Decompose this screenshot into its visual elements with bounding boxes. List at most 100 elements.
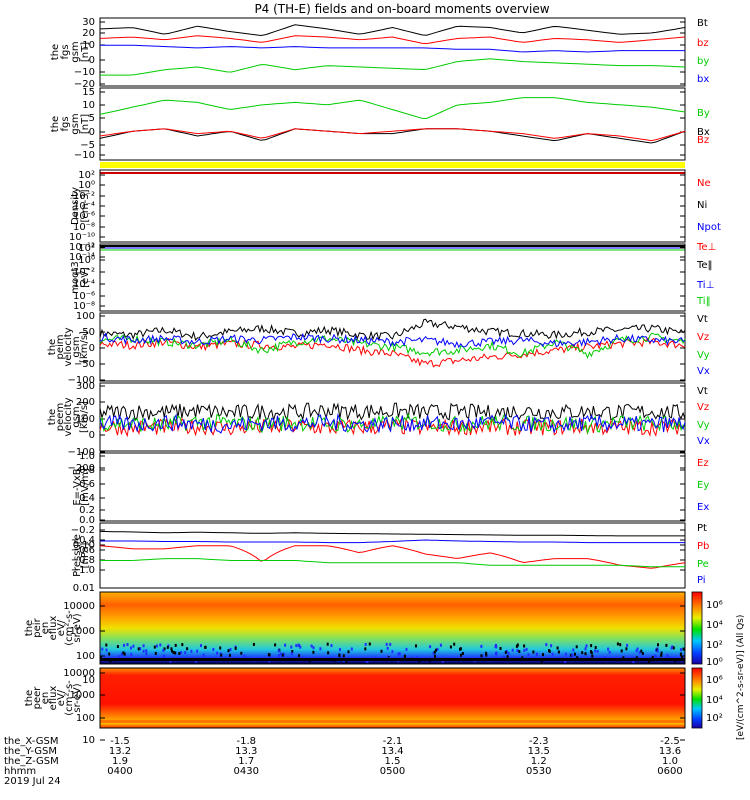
legend-by: By [697,108,710,119]
legend-by: by [697,56,709,67]
y-tick-label: 200 [76,397,95,408]
spectrogram-speckle [429,645,432,649]
panel-9: 10000 1000 100 10 thepeirenefluxeV/(cm²-s-sr… [24,591,686,686]
panel-frame [99,591,686,665]
y-tick-label: −0.4 [71,535,95,546]
y-tick-label: 0 [89,430,95,441]
colorbar-bottom [691,667,703,729]
y-tick-label: 0 [89,127,95,138]
legend-ti⊥: Ti⊥ [696,280,714,291]
legend-npot: Npot [697,222,721,233]
y-tick-label: 10⁻⁶ [73,291,95,302]
spectrogram-speckle [590,644,593,648]
x-tick-y: 13.4 [381,746,403,757]
spectrogram-speckle [268,655,271,659]
legend-ti‖: Ti‖ [696,296,711,307]
y-tick-label: 20 [82,28,95,39]
y-tick-label: 10⁻¹⁰ [69,232,95,243]
panel-frame [99,452,686,522]
spectrogram-speckle [460,653,462,657]
y-axis-label: peim [55,334,66,359]
spectrogram-speckle [574,652,576,656]
x-tick-z: 1.7 [238,756,254,767]
spectrogram-speckle [506,655,509,659]
spectrogram [100,592,685,664]
spectrogram-speckle [174,643,177,647]
spectrogram-speckle [603,656,606,659]
spectrogram-speckle [607,647,610,651]
orbit-bar [100,162,685,168]
spectrogram-speckle [132,644,135,648]
y-axis-label: en [40,622,51,635]
spectrogram-speckle [682,647,685,651]
spectrogram-speckle [137,647,140,651]
spectrogram-speckle [290,645,293,649]
y-tick-label: 0.4 [79,493,95,504]
spectrogram-speckle [461,652,464,655]
spectrogram-speckle [485,653,488,657]
spectrogram-speckle [432,651,435,655]
spectrogram-speckle [670,646,673,650]
legend-pi: Pi [697,575,706,586]
spectrogram-speckle [584,647,587,651]
spectrogram-speckle [570,653,573,657]
spectrogram-speckle [219,646,222,650]
spectrogram-speckle [527,653,530,657]
spectrogram-speckle [632,660,635,664]
spectrogram-speckle [626,643,629,647]
spectrogram-speckle [108,652,111,656]
spectrogram-speckle [100,655,102,659]
y-axis-label: the [24,620,35,636]
spectrogram-speckle [403,654,406,658]
spectrogram-speckle [523,644,526,648]
x-row-label: hhmm [4,766,36,777]
x-tick-t: 0400 [107,766,132,777]
spectrogram-speckle [295,644,298,648]
colorbar-tick-label: 10⁰ [706,657,723,668]
y-axis-label: the [50,116,61,132]
spectrogram-speckle [172,651,175,654]
y-tick-label: 0 [89,343,95,354]
spectrogram-speckle [171,649,173,653]
spectrogram-speckle [252,642,255,646]
spectrogram-speckle [557,650,560,654]
colorbar-tick-label: 10⁶ [706,600,723,611]
spectrogram-speckle [523,648,526,652]
y-tick-label: 100 [76,311,95,322]
spectrogram-speckle [281,653,284,657]
spectrogram-speckle [556,646,559,650]
y-tick-label: 0 [89,55,95,66]
spectrogram-speckle [405,647,408,651]
spectrogram-speckle [548,649,551,653]
spectrogram-speckle [647,660,650,663]
y-axis-label: [cm-3] [80,189,91,222]
y-tick-label: −0.2 [71,525,95,536]
spectrogram-speckle [277,654,280,658]
spectrogram-speckle [391,650,394,654]
series-pb-line [99,545,686,569]
y-axis-label: gsm [70,41,81,62]
colorbar-label: [eV/(cm^2-s-sr-eV)] (All Qs) [736,615,746,740]
y-tick-label: 0.0 [79,515,95,526]
y-tick-label: 10 [82,100,95,111]
spectrogram-speckle [380,649,383,653]
y-tick-label: −200 [68,463,95,474]
spectrogram-speckle [660,651,663,655]
legend-bx: bx [697,74,709,85]
legend-vz: Vz [697,332,709,343]
series-vt-line [99,402,686,422]
spectrogram-speckle [480,644,483,648]
panel-frame [99,243,686,312]
spectrogram-speckle [581,651,584,655]
spectrogram-speckle [439,643,442,647]
spectrogram-speckle [202,653,205,657]
legend-ey: Ey [697,480,709,491]
spectrogram-speckle [397,652,400,656]
spectrogram-speckle [416,656,418,660]
y-tick-label: 0.6 [79,479,95,490]
y-axis-label: the [24,690,35,706]
x-tick-z: 1.2 [531,756,547,767]
